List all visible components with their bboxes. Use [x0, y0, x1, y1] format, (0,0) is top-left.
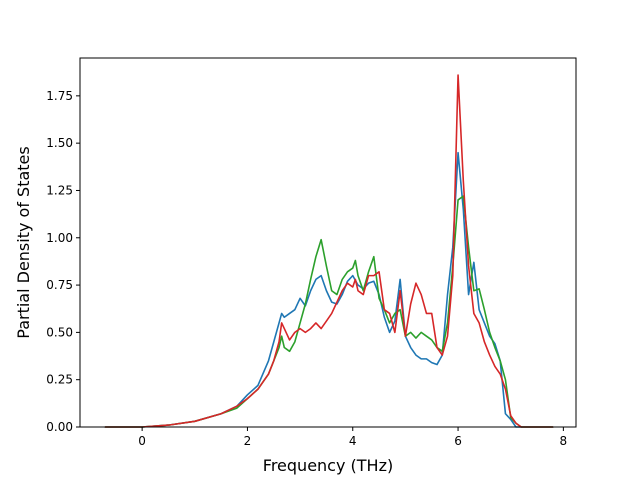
- x-tick-label: 8: [560, 434, 568, 448]
- x-axis-ticks: 0 2 4 6 8: [138, 427, 567, 448]
- x-tick-label: 6: [454, 434, 462, 448]
- x-tick-label: 0: [138, 434, 146, 448]
- x-axis-label: Frequency (THz): [263, 456, 393, 475]
- y-tick-label: 0.25: [46, 373, 73, 387]
- y-tick-label: 0.00: [46, 420, 73, 434]
- y-tick-label: 0.75: [46, 278, 73, 292]
- y-tick-label: 1.75: [46, 89, 73, 103]
- y-tick-label: 1.50: [46, 136, 73, 150]
- axes-frame: [79, 57, 577, 428]
- plot-area: [104, 74, 554, 428]
- y-axis-label: Partial Density of States: [14, 146, 33, 338]
- x-tick-label: 4: [349, 434, 357, 448]
- series-line-1: [104, 151, 554, 428]
- y-tick-label: 1.25: [46, 183, 73, 197]
- series-line-2: [104, 195, 554, 428]
- series-line-3: [104, 74, 554, 428]
- y-tick-label: 1.00: [46, 231, 73, 245]
- y-axis-ticks: 0.00 0.25 0.50 0.75 1.00 1.25 1.50 1.75: [46, 89, 80, 434]
- x-tick-label: 2: [244, 434, 252, 448]
- y-tick-label: 0.50: [46, 325, 73, 339]
